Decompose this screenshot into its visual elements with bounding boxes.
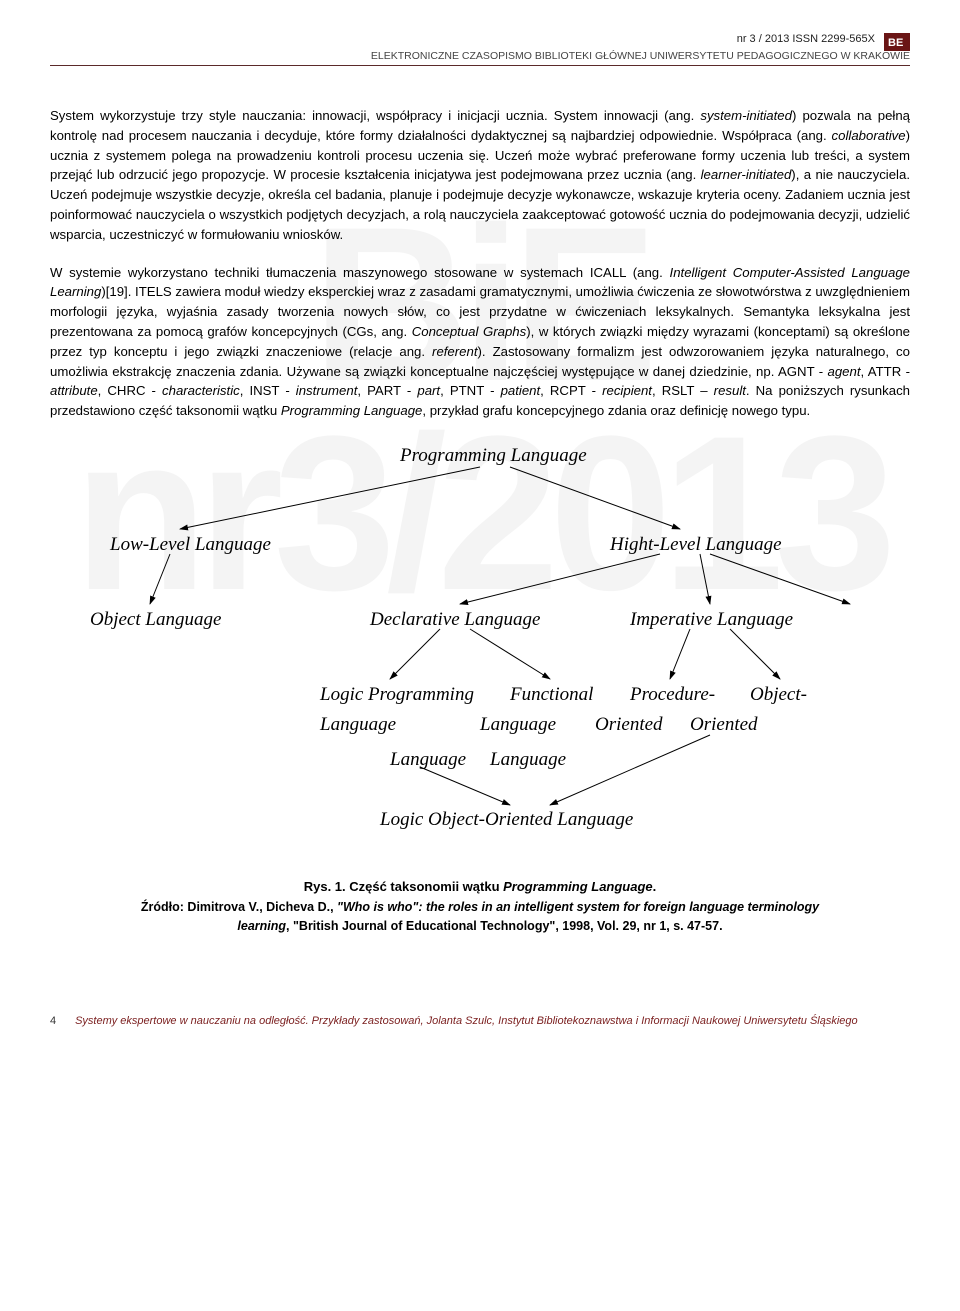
- p2-it4: agent: [828, 364, 861, 379]
- diagram-node-func2: Language: [480, 714, 556, 736]
- diagram-edge-7: [470, 629, 550, 679]
- p2-e: , ATTR -: [861, 364, 910, 379]
- p2-it11: result: [714, 383, 746, 398]
- diagram-edges: [50, 439, 910, 859]
- paragraph-1: System wykorzystuje trzy style nauczania…: [50, 106, 910, 245]
- diagram-edge-3: [460, 554, 660, 604]
- diagram-edge-8: [670, 629, 690, 679]
- diagram-node-logic2: Language: [320, 714, 396, 736]
- header-issue-row: nr 3 / 2013 ISSN 2299-565X BE: [50, 30, 910, 48]
- p2-it9: patient: [501, 383, 541, 398]
- diagram-node-high: Hight-Level Language: [610, 534, 782, 556]
- diagram-node-decl: Declarative Language: [370, 609, 540, 631]
- diagram-node-loo: Logic Object-Oriented Language: [380, 809, 633, 831]
- p2-it3: referent: [432, 344, 477, 359]
- p2-f: , CHRC -: [98, 383, 162, 398]
- caption-italic: Programming Language: [503, 879, 653, 894]
- p2-k: , RSLT –: [652, 383, 714, 398]
- diagram-edge-4: [700, 554, 710, 604]
- diagram-edge-2: [150, 554, 170, 604]
- page-container: nr 3 / 2013 ISSN 2299-565X BE ELEKTRONIC…: [0, 0, 960, 1067]
- diagram-edge-0: [180, 467, 480, 529]
- p2-a: W systemie wykorzystano techniki tłumacz…: [50, 265, 670, 280]
- footer-text: Systemy ekspertowe w nauczaniu na odległ…: [75, 1015, 858, 1027]
- p2-m: , przykład grafu koncepcyjnego zdania or…: [422, 403, 810, 418]
- p1-italic-3: learner-initiated: [701, 167, 792, 182]
- diagram-node-proc2: Oriented: [595, 714, 663, 736]
- issue-text: nr 3 / 2013 ISSN 2299-565X: [737, 33, 875, 45]
- taxonomy-diagram: Programming Language Low-Level Language Hi…: [50, 439, 910, 859]
- diagram-node-lang3b: Language: [490, 749, 566, 771]
- p1-italic-2: collaborative: [832, 128, 906, 143]
- page-footer: 4 Systemy ekspertowe w nauczaniu na odle…: [50, 1015, 910, 1027]
- p2-it5: attribute: [50, 383, 98, 398]
- diagram-node-low: Low-Level Language: [110, 534, 271, 556]
- p2-j: , RCPT -: [540, 383, 602, 398]
- p1-italic-1: system-initiated: [700, 108, 792, 123]
- diagram-edge-5: [710, 554, 850, 604]
- source-b: , "British Journal of Educational Techno…: [286, 919, 723, 933]
- diagram-node-oop1: Object-: [750, 684, 807, 706]
- source-a: Źródło: Dimitrova V., Dicheva D.,: [141, 900, 337, 914]
- p2-it8: part: [417, 383, 440, 398]
- p2-it12: Programming Language: [281, 403, 423, 418]
- caption-prefix: Rys. 1. Część taksonomii wątku: [304, 879, 503, 894]
- figure-caption: Rys. 1. Część taksonomii wątku Programmi…: [50, 879, 910, 894]
- diagram-node-imp: Imperative Language: [630, 609, 793, 631]
- diagram-edge-10: [420, 767, 510, 805]
- p2-it2: Conceptual Graphs: [412, 324, 527, 339]
- caption-suffix: .: [653, 879, 657, 894]
- diagram-node-lang3a: Language: [390, 749, 466, 771]
- page-number: 4: [50, 1015, 64, 1027]
- diagram-edge-1: [510, 467, 680, 529]
- source-it1: "Who is who": the roles in an intelligen…: [337, 900, 819, 914]
- paragraph-2: W systemie wykorzystano techniki tłumacz…: [50, 263, 910, 421]
- diagram-node-root: Programming Language: [400, 445, 587, 467]
- diagram-edge-6: [390, 629, 440, 679]
- diagram-node-func1: Functional: [510, 684, 593, 706]
- diagram-node-logic1: Logic Programming: [320, 684, 474, 706]
- diagram-edge-11: [550, 735, 710, 805]
- diagram-node-proc1: Procedure-: [630, 684, 715, 706]
- diagram-node-obj: Object Language: [90, 609, 221, 631]
- p2-h: , PART -: [357, 383, 417, 398]
- p2-i: , PTNT -: [440, 383, 500, 398]
- p2-g: , INST -: [240, 383, 296, 398]
- diagram-node-oop2: Oriented: [690, 714, 758, 736]
- svg-text:BE: BE: [888, 37, 903, 49]
- p1-text-a: System wykorzystuje trzy style nauczania…: [50, 108, 700, 123]
- p2-it10: recipient: [602, 383, 652, 398]
- figure-source: Źródło: Dimitrova V., Dicheva D., "Who i…: [50, 898, 910, 936]
- journal-logo-icon: BE: [884, 33, 910, 51]
- p2-it7: instrument: [296, 383, 358, 398]
- p2-it6: characteristic: [162, 383, 240, 398]
- header-subtitle: ELEKTRONICZNE CZASOPISMO BIBLIOTEKI GŁÓW…: [50, 50, 910, 66]
- diagram-edge-9: [730, 629, 780, 679]
- source-it2: learning: [237, 919, 286, 933]
